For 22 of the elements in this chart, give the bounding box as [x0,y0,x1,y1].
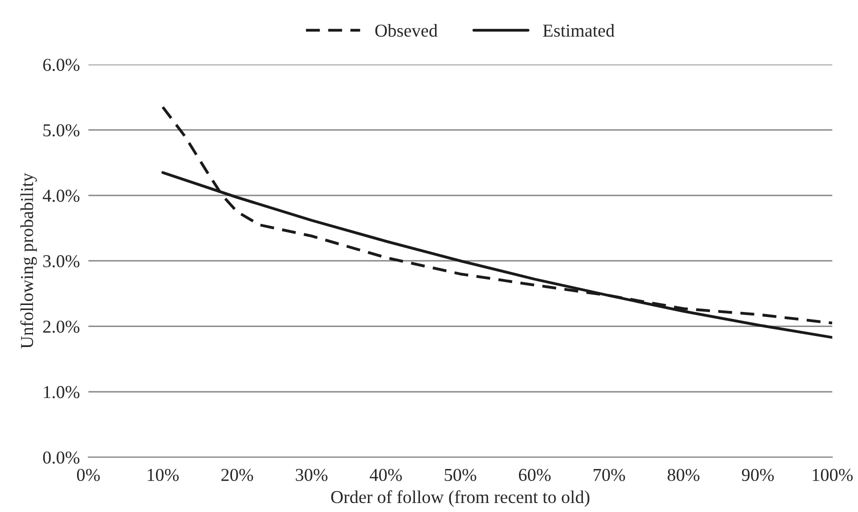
x-tick-label: 10% [148,468,179,482]
x-tick-label: 100% [812,468,853,482]
y-tick-label: 3.0% [43,255,80,268]
x-tick-label: 40% [370,468,402,482]
x-tick-label: 60% [518,468,551,482]
y-tick-label: 2.0% [43,320,80,333]
y-axis-title: Unfollowing probability [20,172,37,348]
x-axis-title: Order of follow (from recent to old) [331,490,590,507]
x-tick-label: 0% [77,468,100,482]
legend-label: Estimated [542,24,614,37]
y-tick-label: 4.0% [42,190,80,202]
x-tick-label: 30% [296,468,328,482]
x-tick-label: 50% [444,468,476,482]
x-tick-label: 20% [221,468,254,482]
x-tick-label: 90% [742,468,774,482]
y-tick-label: 1.0% [44,386,80,398]
y-tick-label: 0.0% [43,451,80,464]
x-tick-label: 80% [668,468,700,482]
x-tick-label: 70% [594,468,626,482]
y-tick-label: 5.0% [43,124,80,136]
legend-label: Obseved [375,24,438,37]
y-tick-label: 6.0% [43,58,80,72]
